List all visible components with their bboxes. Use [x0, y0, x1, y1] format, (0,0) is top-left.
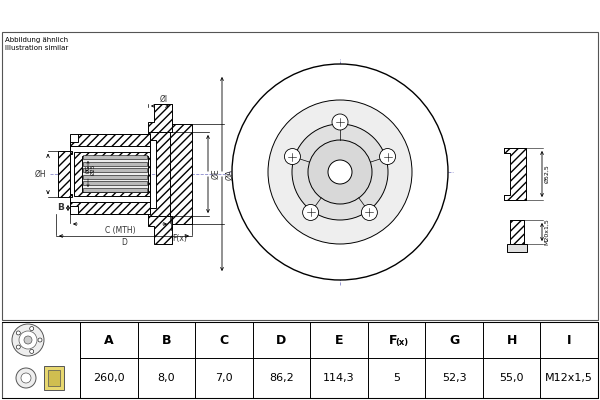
Text: C: C — [220, 334, 229, 346]
Text: M20x1,5: M20x1,5 — [544, 219, 549, 245]
Bar — [83, 168, 147, 172]
Text: 24.0108-0116.2    408116: 24.0108-0116.2 408116 — [150, 5, 450, 25]
Polygon shape — [170, 124, 192, 224]
Circle shape — [308, 140, 372, 204]
Bar — [48, 370, 60, 386]
Polygon shape — [510, 220, 524, 244]
Text: Illustration similar: Illustration similar — [5, 45, 68, 51]
Text: Ø52,5: Ø52,5 — [544, 165, 549, 183]
Text: 5: 5 — [393, 373, 400, 383]
Circle shape — [24, 336, 32, 344]
Bar — [83, 175, 147, 179]
Circle shape — [16, 368, 36, 388]
Text: ØA: ØA — [225, 168, 234, 180]
Text: F(x): F(x) — [172, 234, 187, 243]
Polygon shape — [148, 104, 172, 132]
Circle shape — [12, 324, 44, 356]
Polygon shape — [70, 202, 150, 214]
Text: ØH: ØH — [34, 170, 46, 178]
Polygon shape — [504, 148, 526, 200]
Circle shape — [38, 338, 42, 342]
Text: M12x1,5: M12x1,5 — [545, 373, 593, 383]
Circle shape — [21, 373, 31, 383]
Text: 8,0: 8,0 — [158, 373, 175, 383]
Circle shape — [268, 100, 412, 244]
Text: Ate: Ate — [286, 168, 379, 216]
Bar — [70, 146, 150, 202]
Bar — [510, 220, 524, 244]
Text: (x): (x) — [395, 338, 408, 346]
Circle shape — [232, 64, 448, 280]
Bar — [83, 162, 147, 166]
Polygon shape — [70, 134, 150, 146]
Polygon shape — [504, 148, 526, 200]
Polygon shape — [148, 216, 172, 244]
Text: C (MTH): C (MTH) — [104, 226, 136, 235]
Bar — [83, 182, 147, 186]
Bar — [82, 156, 148, 192]
Text: D: D — [121, 238, 127, 247]
Text: A: A — [104, 334, 113, 346]
Bar — [83, 188, 147, 192]
Text: G: G — [449, 334, 459, 346]
Text: 7,0: 7,0 — [215, 373, 233, 383]
Text: B: B — [161, 334, 171, 346]
Text: ØI: ØI — [160, 95, 168, 104]
Circle shape — [302, 204, 319, 220]
Text: 52,3: 52,3 — [442, 373, 466, 383]
Circle shape — [380, 148, 395, 164]
Circle shape — [30, 350, 34, 354]
Bar — [44, 366, 64, 390]
Text: 55,0: 55,0 — [499, 373, 524, 383]
Text: 114,3: 114,3 — [323, 373, 355, 383]
Text: Abbildung ähnlich: Abbildung ähnlich — [5, 37, 68, 43]
Text: ØG: ØG — [86, 165, 91, 173]
Text: 86,2: 86,2 — [269, 373, 294, 383]
Circle shape — [328, 160, 352, 184]
Bar — [70, 134, 150, 214]
Text: B: B — [57, 204, 64, 212]
Circle shape — [16, 345, 20, 349]
Circle shape — [292, 124, 388, 220]
Text: F: F — [389, 334, 398, 346]
Text: Ø25: Ø25 — [91, 163, 96, 175]
Circle shape — [361, 204, 377, 220]
Bar — [507, 244, 527, 252]
Text: E: E — [335, 334, 343, 346]
Text: 260,0: 260,0 — [93, 373, 125, 383]
Polygon shape — [74, 152, 150, 196]
Circle shape — [284, 148, 301, 164]
Text: I: I — [567, 334, 571, 346]
Text: H: H — [506, 334, 517, 346]
Circle shape — [16, 331, 20, 335]
Circle shape — [332, 114, 348, 130]
Bar — [83, 155, 147, 159]
Text: ØE: ØE — [211, 169, 220, 179]
Text: D: D — [277, 334, 287, 346]
Circle shape — [30, 326, 34, 330]
Polygon shape — [58, 151, 72, 197]
Circle shape — [19, 331, 37, 349]
Polygon shape — [148, 132, 170, 216]
